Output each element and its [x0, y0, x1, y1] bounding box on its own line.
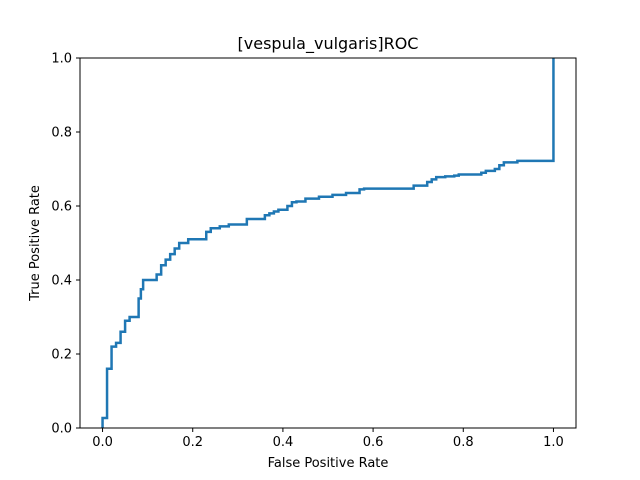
x-tick-label: 0.0	[92, 435, 113, 450]
x-axis-title: False Positive Rate	[268, 456, 389, 471]
y-tick-label: 1.0	[51, 52, 72, 67]
roc-curve-line	[101, 58, 555, 428]
plot-marks	[101, 58, 555, 428]
plot-frame	[79, 57, 577, 429]
y-tick-label: 0.8	[51, 126, 72, 141]
y-tick-label: 0.4	[51, 274, 72, 289]
y-tick-label: 0.2	[51, 348, 72, 363]
y-axis-title: True Positive Rate	[28, 185, 43, 302]
axes: 0.0 0.2 0.4 0.6 0.8 1.0 0.0 0.2 0.4 0.6 0.8 1.0	[51, 52, 563, 451]
x-tick-label: 0.6	[363, 435, 384, 450]
y-tick-label: 0.0	[51, 422, 72, 437]
y-tick-label: 0.6	[51, 200, 72, 215]
chart-title: [vespula_vulgaris]ROC	[238, 34, 419, 54]
x-tick-label: 0.2	[182, 435, 203, 450]
plot-area	[80, 58, 576, 428]
x-tick-label: 1.0	[543, 435, 564, 450]
x-tick-label: 0.4	[273, 435, 294, 450]
x-tick-label: 0.8	[453, 435, 474, 450]
